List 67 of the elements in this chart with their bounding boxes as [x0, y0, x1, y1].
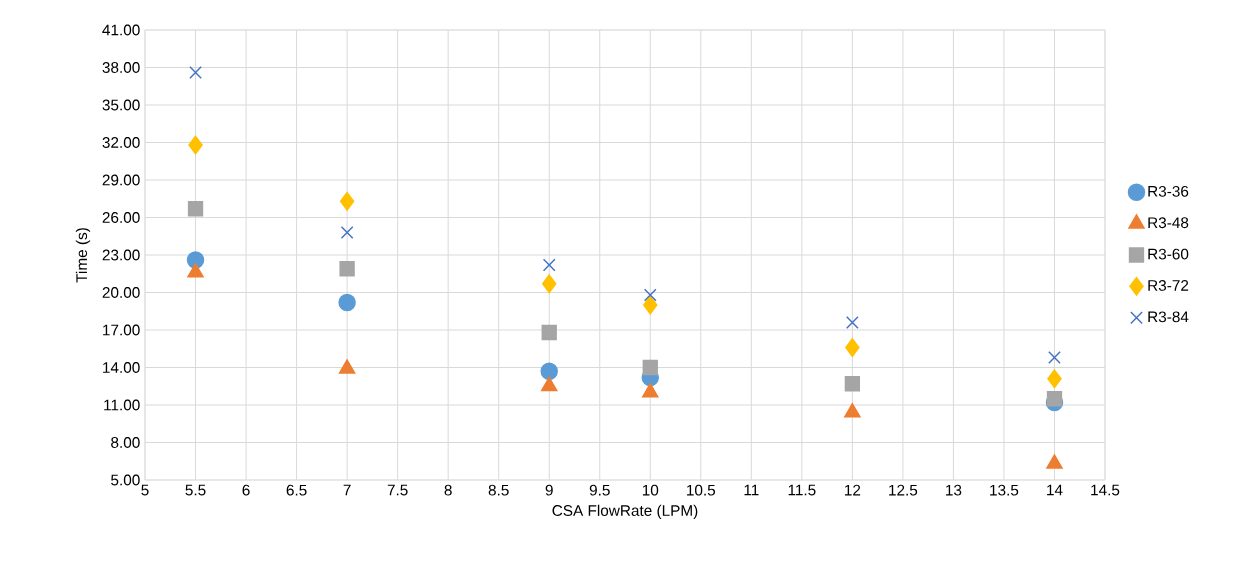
legend-label: R3-48 [1148, 217, 1189, 229]
point [186, 251, 205, 269]
y-tick-label: 29.00 [102, 174, 140, 186]
y-tick-label: 35.00 [102, 99, 140, 111]
point [340, 226, 354, 239]
x-tick-label: 10.5 [687, 484, 716, 496]
x-tick-label: 7 [343, 484, 351, 496]
x-tick-label: 13.5 [990, 484, 1019, 496]
legend-label: R3-72 [1148, 280, 1189, 291]
y-tick-label: 11.00 [104, 399, 140, 411]
x-tick-label: 8.5 [488, 484, 509, 496]
x-tick-label: 5 [141, 484, 149, 496]
y-tick-label: 17.00 [103, 324, 140, 336]
point [845, 338, 860, 357]
point [1046, 391, 1063, 407]
y-tick-label: 8.00 [111, 437, 140, 448]
x-tick-label: 14.5 [1091, 484, 1120, 496]
point [844, 376, 861, 392]
legend-label: R3-36 [1148, 185, 1189, 197]
point [541, 274, 557, 294]
point [187, 201, 204, 217]
point [643, 288, 657, 302]
y-tick-label: 23.00 [102, 249, 140, 261]
point [188, 135, 203, 155]
y-axis-title: Time (s) [75, 228, 91, 283]
point [643, 295, 658, 315]
y-tick-label: 14.00 [103, 362, 140, 373]
x-tick-label: 12.5 [889, 484, 918, 496]
y-tick-label: 41.00 [102, 24, 140, 36]
point [1047, 369, 1062, 389]
point [540, 376, 558, 392]
point [189, 66, 202, 79]
x-tick-label: 8 [444, 484, 452, 496]
x-tick-label: 6 [242, 484, 250, 496]
x-tick-label: 9.5 [589, 484, 610, 496]
x-tick-label: 6.5 [286, 484, 307, 496]
point [540, 362, 558, 380]
point [542, 258, 556, 272]
y-tick-label: 38.00 [102, 62, 140, 73]
x-tick-label: 11.5 [788, 484, 816, 496]
y-tick-label: 5.00 [111, 474, 140, 486]
x-tick-label: 5.5 [185, 484, 206, 496]
x-axis-title: CSA FlowRate (LPM) [552, 504, 698, 520]
point [339, 191, 355, 211]
x-tick-label: 11 [744, 484, 759, 496]
point [1048, 351, 1061, 364]
point [642, 359, 658, 376]
x-tick-label: 12 [845, 484, 861, 496]
y-tick-label: 32.00 [102, 137, 140, 148]
point [642, 383, 659, 398]
point [339, 261, 355, 277]
point [1046, 454, 1063, 469]
point [338, 359, 356, 374]
legend-label: R3-60 [1148, 248, 1189, 260]
y-tick-label: 20.00 [102, 287, 140, 298]
legend-label: R3-84 [1148, 311, 1189, 323]
point [187, 263, 204, 278]
x-tick-label: 9 [545, 484, 553, 496]
y-tick-label: 26.00 [102, 212, 140, 223]
x-tick-label: 7.5 [387, 484, 408, 496]
point [338, 293, 356, 312]
point [845, 316, 859, 329]
point [541, 324, 557, 341]
x-tick-label: 14 [1047, 484, 1063, 496]
x-tick-label: 13 [946, 484, 962, 496]
point [844, 403, 861, 418]
x-tick-label: 10 [642, 484, 659, 496]
